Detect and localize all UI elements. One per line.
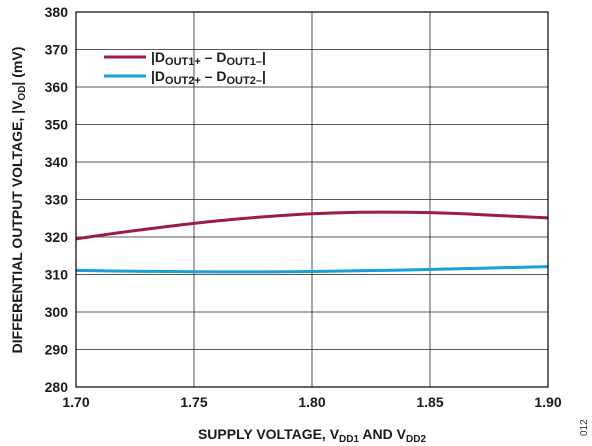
y-axis-title: DIFFERENTIAL OUTPUT VOLTAGE, |VOD| (mV) [9,47,28,354]
y-tick-label: 370 [45,42,69,58]
legend-label-series-2: |DOUT2+ – DOUT2–| [151,68,266,87]
y-tick-label: 340 [45,154,69,170]
y-tick-label: 330 [45,192,69,208]
x-tick-label: 1.85 [416,394,443,410]
grid [75,11,549,388]
plot-border [75,11,549,388]
x-tick-label: 1.80 [298,394,325,410]
y-tick-label: 310 [45,267,69,283]
x-tick-label: 1.70 [62,394,89,410]
y-tick-label: 320 [45,229,69,245]
series-line-1 [75,210,549,241]
x-tick-label: 1.90 [534,394,561,410]
figure-id: 012 [579,419,590,436]
y-tick-label: 350 [45,117,69,133]
x-tick-label: 1.75 [180,394,207,410]
series-lines [75,210,549,274]
y-tick-label: 290 [45,342,69,358]
x-tick-labels: 1.70 1.75 1.80 1.85 1.90 [62,394,561,410]
y-tick-labels: 280 290 300 310 320 330 340 350 360 370 380 [45,4,69,395]
y-tick-label: 280 [45,379,69,395]
legend-label-series-1: |DOUT1+ – DOUT1–| [151,49,266,68]
y-tick-label: 300 [45,304,69,320]
series-line-2 [75,265,549,274]
y-tick-label: 360 [45,79,69,95]
legend: |DOUT1+ – DOUT1–| |DOUT2+ – DOUT2–| [104,49,266,87]
x-axis-title: SUPPLY VOLTAGE, VDD1 AND VDD2 [198,426,426,445]
y-tick-label: 380 [45,4,69,20]
